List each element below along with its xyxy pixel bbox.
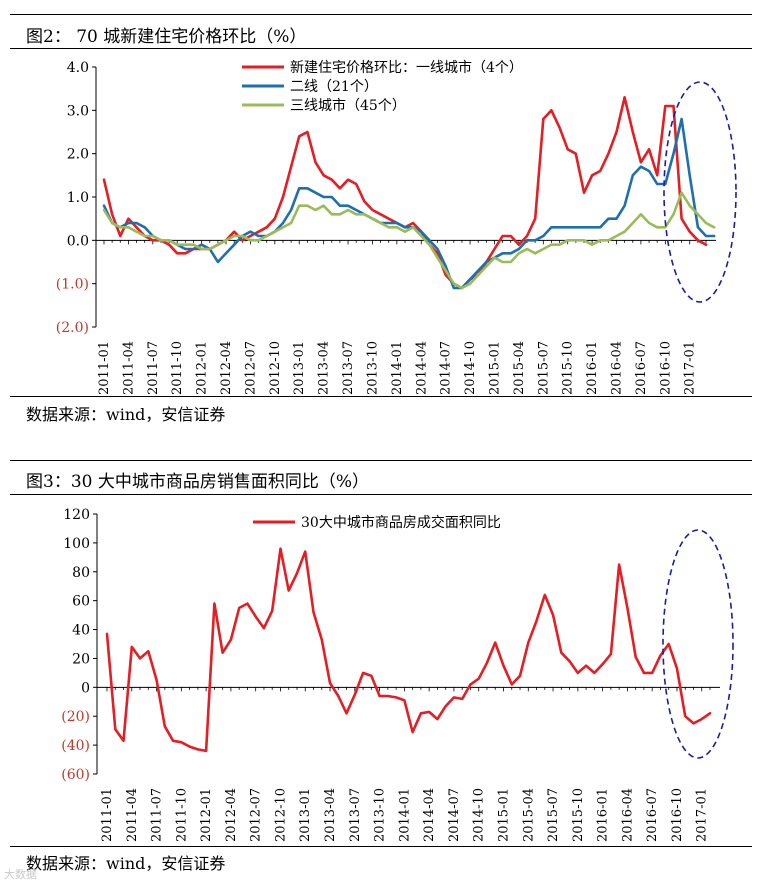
x-tick-label: 2015-04	[512, 341, 527, 395]
legend-label: 二线（21个）	[290, 79, 378, 95]
y-tick-label: 0.0	[67, 233, 89, 249]
x-tick-label: 2011-10	[174, 788, 189, 842]
x-tick-label: 2014-04	[422, 788, 437, 842]
x-tick-label: 2012-04	[224, 788, 239, 842]
x-tick-label: 2011-04	[121, 341, 136, 395]
x-tick-label: 2016-01	[585, 341, 600, 395]
x-tick-label: 2013-07	[341, 341, 356, 395]
x-tick-label: 2013-01	[292, 341, 307, 395]
x-tick-label: 2016-04	[620, 788, 635, 842]
figure2-top-rule	[10, 14, 752, 15]
watermark: 大数据	[4, 868, 37, 881]
y-tick-label: (2.0)	[56, 320, 89, 336]
series-line-1	[105, 547, 712, 753]
x-tick-label: 2015-01	[487, 341, 502, 395]
x-tick-label: 2014-07	[439, 341, 454, 395]
x-tick-label: 2014-04	[414, 341, 429, 395]
x-tick-label: 2013-10	[365, 341, 380, 395]
price-index-chart: 4.0 3.0 2.0 1.0 0.0 (1.0) (2.0) 2011-01 2011-04 2…	[56, 59, 737, 395]
x-tick-label: 2012-01	[199, 788, 214, 842]
y-tick-label: 3.0	[67, 103, 89, 119]
legend-label: 三线城市（45个）	[290, 97, 406, 114]
x-tick-label: 2014-07	[447, 788, 462, 842]
y-tick-label: 120	[63, 507, 90, 523]
y-tick-label: 60	[72, 594, 90, 610]
x-tick-label: 2013-04	[317, 341, 332, 395]
x-tick-label: 2013-07	[348, 788, 363, 842]
x-tick-label: 2011-07	[150, 788, 165, 842]
figure2-caption: 图2： 70 城新建住宅价格环比（%）	[26, 27, 307, 47]
y-tick-label: (20)	[61, 709, 90, 725]
x-tick-label: 2016-10	[670, 788, 685, 842]
x-tick-label: 2013-04	[323, 788, 338, 842]
x-tick-label: 2014-10	[472, 788, 487, 842]
x-tick-label: 2011-04	[125, 788, 140, 842]
x-tick-label: 2013-01	[298, 788, 313, 842]
x-tick-label: 2015-01	[496, 788, 511, 842]
figure3-bottom-rule	[10, 846, 752, 847]
x-tick-label: 2016-10	[658, 341, 673, 395]
x-tick-label: 2012-10	[273, 788, 288, 842]
x-tick-label: 2014-01	[397, 788, 412, 842]
y-tick-label: 1.0	[67, 190, 89, 206]
figure3-caption-rule	[10, 494, 752, 495]
x-tick-label: 2014-01	[390, 341, 405, 395]
y-tick-label: 2.0	[67, 147, 89, 163]
series-line-2	[102, 117, 716, 290]
x-tick-label: 2015-07	[536, 341, 551, 395]
x-tick-label: 2011-01	[97, 341, 112, 395]
x-tick-label: 2012-07	[249, 788, 264, 842]
figure2-source: 数据来源：wind，安信证券	[26, 405, 226, 424]
y-tick-label: 40	[72, 623, 90, 639]
x-tick-label: 2015-04	[521, 788, 536, 842]
figure3-source: 数据来源：wind，安信证券	[26, 854, 226, 873]
x-tick-label: 2012-07	[243, 341, 258, 395]
x-tick-label: 2015-10	[561, 341, 576, 395]
x-tick-label: 2012-01	[195, 341, 210, 395]
x-tick-label: 2017-01	[683, 341, 698, 395]
x-tick-label: 2011-01	[100, 788, 115, 842]
legend-label: 新建住宅价格环比：一线城市（4个）	[290, 59, 523, 76]
y-tick-label: 0	[81, 680, 90, 696]
x-tick-label: 2012-04	[219, 341, 234, 395]
y-tick-label: 100	[63, 536, 90, 552]
y-tick-label: 20	[72, 651, 90, 667]
y-tick-label: 80	[72, 565, 90, 581]
series-line-3	[102, 191, 716, 290]
x-tick-label: 2016-07	[645, 788, 660, 842]
x-tick-label: 2016-01	[596, 788, 611, 842]
x-tick-label: 2011-10	[170, 341, 185, 395]
x-tick-label: 2011-07	[146, 341, 161, 395]
y-tick-label: (60)	[61, 767, 90, 783]
figure3-top-rule	[10, 460, 752, 461]
legend-label: 30大中城市商品房成交面积同比	[301, 514, 501, 531]
x-tick-label: 2017-01	[695, 788, 710, 842]
y-tick-label: (1.0)	[56, 277, 89, 293]
figure3-caption: 图3：30 大中城市商品房销售面积同比（%）	[26, 472, 370, 492]
figure2-bottom-rule	[10, 396, 752, 397]
y-tick-label: 4.0	[67, 60, 89, 76]
y-tick-label: (40)	[61, 738, 90, 754]
x-tick-label: 2012-10	[268, 341, 283, 395]
x-tick-label: 2016-04	[610, 341, 625, 395]
x-tick-label: 2015-10	[571, 788, 586, 842]
figure2-caption-rule	[10, 48, 752, 49]
x-tick-label: 2015-07	[546, 788, 561, 842]
x-tick-label: 2016-07	[634, 341, 649, 395]
x-tick-label: 2013-10	[373, 788, 388, 842]
highlight-ellipse	[662, 529, 734, 759]
highlight-ellipse	[663, 81, 737, 303]
series-line-1	[102, 95, 708, 290]
sales-area-chart: 120 100 80 60 40 20 0 (20) (40) (60) 2011-01 2011-0…	[61, 507, 734, 842]
x-tick-label: 2014-10	[463, 341, 478, 395]
